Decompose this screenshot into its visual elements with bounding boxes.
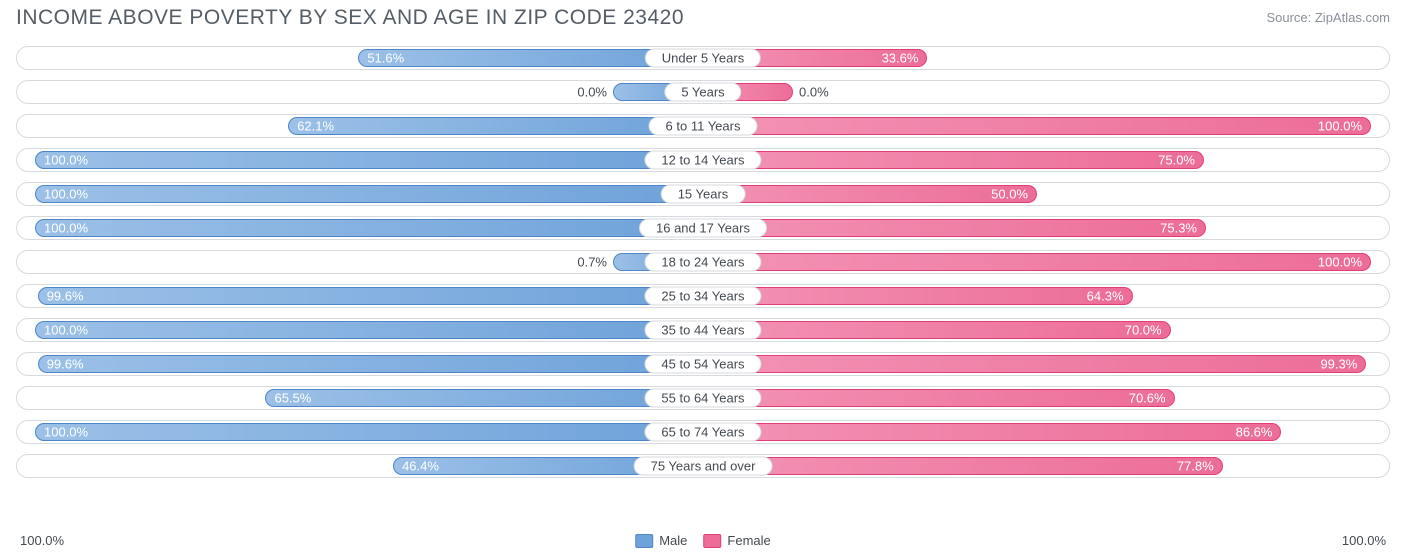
bar-value-male: 46.4%	[402, 459, 439, 474]
legend: Male Female	[635, 533, 771, 548]
chart-row: 62.1% 100.0% 6 to 11 Years	[16, 114, 1390, 138]
chart-row: 46.4% 77.8% 75 Years and over	[16, 454, 1390, 478]
bar-female: 99.3%	[703, 355, 1366, 373]
category-label: 55 to 64 Years	[644, 389, 761, 408]
bar-male: 100.0%	[35, 185, 703, 203]
category-label: 18 to 24 Years	[644, 253, 761, 272]
bar-female: 75.3%	[703, 219, 1206, 237]
bar-female: 100.0%	[703, 253, 1371, 271]
category-label: 65 to 74 Years	[644, 423, 761, 442]
bar-value-female: 100.0%	[1318, 255, 1362, 270]
category-label: 25 to 34 Years	[644, 287, 761, 306]
bar-value-female: 50.0%	[991, 187, 1028, 202]
bar-value-female: 64.3%	[1087, 289, 1124, 304]
bar-female: 77.8%	[703, 457, 1223, 475]
category-label: 45 to 54 Years	[644, 355, 761, 374]
bar-female: 70.0%	[703, 321, 1171, 339]
category-label: Under 5 Years	[645, 49, 761, 68]
bar-value-male: 65.5%	[274, 391, 311, 406]
category-label: 6 to 11 Years	[649, 117, 758, 136]
bar-male: 100.0%	[35, 423, 703, 441]
swatch-female	[703, 534, 721, 548]
chart-row: 100.0% 75.3% 16 and 17 Years	[16, 216, 1390, 240]
bar-male: 99.6%	[38, 287, 703, 305]
bar-value-male: 100.0%	[44, 187, 88, 202]
legend-label-male: Male	[659, 533, 687, 548]
bar-female: 75.0%	[703, 151, 1204, 169]
category-label: 5 Years	[664, 83, 741, 102]
chart-row: 100.0% 75.0% 12 to 14 Years	[16, 148, 1390, 172]
axis-label-left: 100.0%	[20, 533, 64, 548]
bar-value-female: 0.0%	[799, 85, 829, 100]
bar-female: 50.0%	[703, 185, 1037, 203]
chart-footer: 100.0% Male Female 100.0%	[16, 526, 1390, 550]
chart-source: Source: ZipAtlas.com	[1266, 6, 1390, 25]
bar-female: 86.6%	[703, 423, 1281, 441]
chart-row: 100.0% 70.0% 35 to 44 Years	[16, 318, 1390, 342]
bar-value-male: 99.6%	[47, 289, 84, 304]
bar-value-female: 75.3%	[1160, 221, 1197, 236]
bar-value-female: 77.8%	[1177, 459, 1214, 474]
bar-value-male: 100.0%	[44, 425, 88, 440]
category-label: 35 to 44 Years	[644, 321, 761, 340]
bar-male: 65.5%	[265, 389, 703, 407]
chart-row: 100.0% 86.6% 65 to 74 Years	[16, 420, 1390, 444]
legend-item-male: Male	[635, 533, 687, 548]
bar-value-male: 100.0%	[44, 323, 88, 338]
chart-row: 100.0% 50.0% 15 Years	[16, 182, 1390, 206]
bar-value-female: 70.0%	[1125, 323, 1162, 338]
bar-male: 100.0%	[35, 151, 703, 169]
category-label: 12 to 14 Years	[644, 151, 761, 170]
bar-value-female: 100.0%	[1318, 119, 1362, 134]
bar-value-male: 0.7%	[577, 255, 607, 270]
category-label: 15 Years	[661, 185, 746, 204]
bar-value-male: 100.0%	[44, 221, 88, 236]
chart-row: 99.6% 64.3% 25 to 34 Years	[16, 284, 1390, 308]
bar-value-female: 99.3%	[1320, 357, 1357, 372]
chart-title: INCOME ABOVE POVERTY BY SEX AND AGE IN Z…	[16, 6, 684, 30]
bar-value-male: 0.0%	[577, 85, 607, 100]
bar-value-female: 33.6%	[882, 51, 919, 66]
chart-row: 99.6% 99.3% 45 to 54 Years	[16, 352, 1390, 376]
category-label: 75 Years and over	[634, 457, 773, 476]
swatch-male	[635, 534, 653, 548]
bar-female: 70.6%	[703, 389, 1175, 407]
bar-value-male: 62.1%	[297, 119, 334, 134]
bar-female: 64.3%	[703, 287, 1133, 305]
bar-female: 100.0%	[703, 117, 1371, 135]
legend-item-female: Female	[703, 533, 770, 548]
diverging-bar-chart: 51.6% 33.6% Under 5 Years 0.0% 0.0% 5 Years 62…	[16, 46, 1390, 518]
bar-value-male: 99.6%	[47, 357, 84, 372]
bar-value-female: 75.0%	[1158, 153, 1195, 168]
bar-value-male: 100.0%	[44, 153, 88, 168]
bar-male: 100.0%	[35, 219, 703, 237]
bar-male: 99.6%	[38, 355, 703, 373]
chart-row: 0.0% 0.0% 5 Years	[16, 80, 1390, 104]
bar-value-female: 70.6%	[1129, 391, 1166, 406]
chart-row: 0.7% 100.0% 18 to 24 Years	[16, 250, 1390, 274]
legend-label-female: Female	[727, 533, 770, 548]
bar-value-male: 51.6%	[367, 51, 404, 66]
chart-row: 51.6% 33.6% Under 5 Years	[16, 46, 1390, 70]
bar-male: 100.0%	[35, 321, 703, 339]
bar-male: 62.1%	[288, 117, 703, 135]
axis-label-right: 100.0%	[1342, 533, 1386, 548]
chart-row: 65.5% 70.6% 55 to 64 Years	[16, 386, 1390, 410]
bar-value-female: 86.6%	[1236, 425, 1273, 440]
category-label: 16 and 17 Years	[639, 219, 767, 238]
